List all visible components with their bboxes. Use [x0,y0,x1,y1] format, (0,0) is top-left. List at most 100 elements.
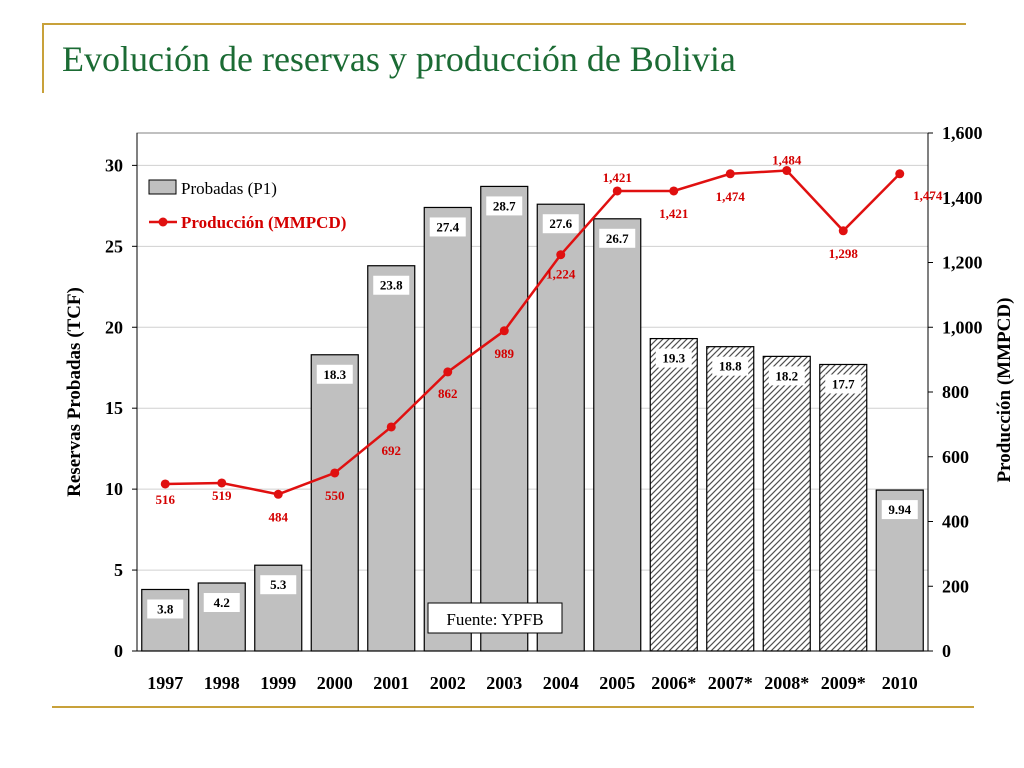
x-tick-label: 1998 [204,673,240,693]
x-tick-label: 2005 [599,673,635,693]
y-tick-label-left: 15 [105,398,123,418]
bar-label-bg [712,356,749,376]
line-point [895,169,905,179]
source-box: Fuente: YPFB [427,602,563,634]
line-point [273,489,283,499]
line-point [838,226,848,236]
line-value-label: 1,224 [546,267,576,282]
bar-value-label: 9.94 [888,502,911,517]
bar-label-bg [599,228,636,248]
y-tick-label-right: 200 [942,576,969,596]
x-tick-label: 2010 [882,673,918,693]
line-value-label: 519 [212,488,232,503]
legend-label-bar: Probadas (P1) [181,179,277,198]
bar-label-bg [147,599,184,619]
bar-value-label: 18.3 [323,367,346,382]
line-point [612,186,622,196]
bar [480,185,529,652]
production-line [165,169,901,496]
bar-value-label: 19.3 [662,351,685,366]
line-point [556,250,566,260]
line-point [782,166,792,176]
y-tick-label-left: 0 [114,641,123,661]
bar [649,337,698,652]
bar [593,218,642,652]
bar [536,203,585,652]
line-point [330,468,340,478]
bar-label-bg [429,217,466,237]
y-tick-label-right: 1,200 [942,253,983,273]
top-rule [42,23,966,25]
line-value-label: 1,298 [829,246,859,261]
y-tick-label-right: 400 [942,512,969,532]
bar-label-bg [768,366,805,386]
line-point [669,186,679,196]
x-tick-label: 2006* [651,673,696,693]
bar [762,355,811,652]
y-tick-label-left: 30 [105,155,123,175]
x-tick-label: 2009* [821,673,866,693]
bar-label-bg [203,593,240,613]
x-tick-label: 2008* [764,673,809,693]
bar-value-labels: 3.8 4.2 5.3 18.3 23.8 27.4 28.7 27.6 26.7 19.3 18.… [147,196,918,619]
y-tick-label-right: 1,600 [942,123,983,143]
bar-value-label: 18.8 [719,359,742,374]
bar-label-bg [825,374,862,394]
x-tick-label: 2002 [430,673,466,693]
source-text: Fuente: YPFB [446,610,543,629]
y-tick-label-right: 1,000 [942,317,983,337]
bar-label-bg [373,275,410,295]
line-point [725,169,735,179]
bar-value-label: 26.7 [606,231,629,246]
x-tick-label: 2001 [373,673,409,693]
line-value-label: 1,484 [772,153,802,168]
legend: Probadas (P1) Producción (MMPCD) [148,179,346,232]
line-point [499,326,509,336]
y-axis-title-left: Reservas Probadas (TCF) [64,287,85,497]
bar-value-label: 28.7 [493,198,516,213]
bar [367,265,416,652]
bar [141,588,190,652]
y-tick-label-right: 0 [942,641,951,661]
line-value-label: 989 [495,346,515,361]
bar-value-label: 4.2 [214,595,230,610]
legend-swatch-point [158,217,168,227]
y-tick-label-left: 5 [114,560,123,580]
line-value-label: 862 [438,386,458,401]
bar-value-label: 5.3 [270,577,287,592]
y-tick-label-right: 800 [942,382,969,402]
line-value-label: 1,474 [716,189,746,204]
y-tick-label-right: 1,400 [942,188,983,208]
x-tick-label: 2007* [708,673,753,693]
x-tick-label: 1999 [260,673,296,693]
source-box-frame [427,602,563,634]
bar-label-bg [542,214,579,234]
line-value-label: 516 [156,492,176,507]
line-point [386,422,396,432]
bar-series [141,185,924,652]
bar-label-bg [260,575,297,595]
legend-swatch-bar [148,179,177,195]
bar [819,363,868,652]
y-tick-label-left: 20 [105,317,123,337]
legend-label-line: Producción (MMPCD) [181,213,346,232]
y-tick-label-right: 600 [942,447,969,467]
line-value-label: 550 [325,488,345,503]
line-value-label: 1,421 [659,206,688,221]
x-tick-label: 2003 [486,673,522,693]
bottom-rule [52,706,974,708]
bar [310,354,359,652]
line-series: 516 519 484 550 692 862 989 1,224 1,421 1,421 1,47… [156,153,943,525]
axes: 0 5 10 15 20 25 30 0 200 400 600 800 1,000 1,200 1,400… [64,123,1015,693]
line-value-label: 692 [382,443,402,458]
bar-label-bg [655,348,692,368]
bar-value-label: 17.7 [832,376,855,391]
bar-label-bg [881,500,918,520]
y-tick-label-left: 25 [105,236,123,256]
y-axis-title-right: Producción (MMPCD) [994,298,1015,483]
bar [423,206,472,652]
bar [706,346,755,652]
bar-value-label: 18.2 [775,368,798,383]
line-value-label: 484 [269,509,289,524]
